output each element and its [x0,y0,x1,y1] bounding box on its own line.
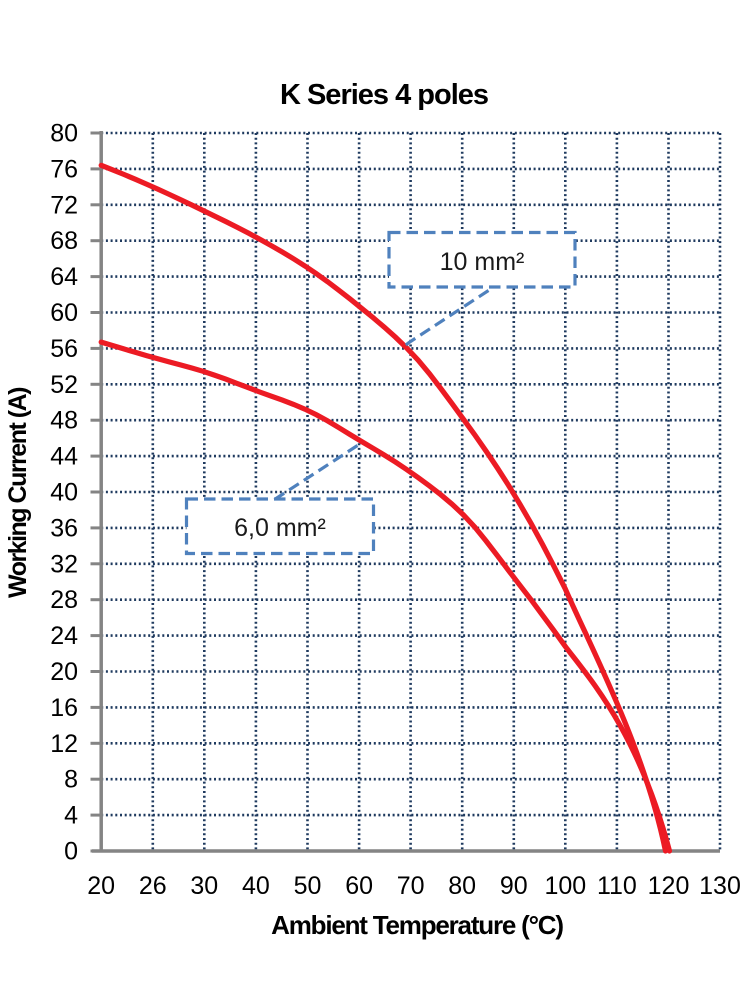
svg-text:60: 60 [345,872,373,900]
svg-text:56: 56 [50,335,78,363]
svg-text:100: 100 [544,872,586,900]
svg-text:48: 48 [50,407,78,435]
svg-text:76: 76 [50,155,78,183]
svg-text:10 mm²: 10 mm² [440,248,525,276]
svg-text:90: 90 [500,872,528,900]
svg-text:0: 0 [64,838,78,866]
svg-text:64: 64 [50,263,78,291]
svg-text:4: 4 [64,802,78,830]
svg-text:8: 8 [64,766,78,794]
svg-text:28: 28 [50,586,78,614]
svg-text:70: 70 [397,872,425,900]
svg-text:32: 32 [50,550,78,578]
svg-text:80: 80 [50,120,78,148]
svg-text:120: 120 [648,872,690,900]
svg-text:40: 40 [50,479,78,507]
svg-text:36: 36 [50,514,78,542]
svg-text:80: 80 [448,872,476,900]
svg-text:20: 20 [50,658,78,686]
svg-text:20: 20 [87,872,115,900]
svg-text:12: 12 [50,730,78,758]
svg-text:110: 110 [597,872,637,900]
svg-text:Working Current (A): Working Current (A) [4,387,32,598]
svg-text:40: 40 [242,872,270,900]
svg-text:30: 30 [190,872,218,900]
svg-text:60: 60 [50,299,78,327]
svg-text:52: 52 [50,371,78,399]
svg-text:K Series 4 poles: K Series 4 poles [280,79,488,111]
svg-text:44: 44 [50,443,78,471]
svg-text:72: 72 [50,191,78,219]
svg-text:68: 68 [50,227,78,255]
svg-text:50: 50 [294,872,322,900]
svg-text:Ambient Temperature (°C): Ambient Temperature (°C) [271,910,563,940]
svg-text:130: 130 [699,872,741,900]
svg-text:26: 26 [139,872,167,900]
svg-text:24: 24 [50,622,78,650]
svg-text:6,0 mm²: 6,0 mm² [234,514,326,542]
svg-text:16: 16 [50,694,78,722]
